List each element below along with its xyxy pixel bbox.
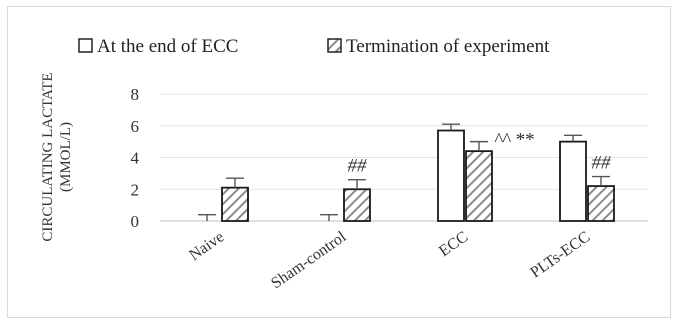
y-tick-label-4: 4 [131, 149, 140, 168]
annotations: ## ^^ ** ## [348, 130, 612, 177]
bar-naive-termination-of-experiment [221, 186, 249, 222]
category-label-sham-control: Sham-control [268, 228, 350, 292]
legend-label-end-of-ecc: At the end of ECC [97, 36, 238, 57]
y-tick-label-8: 8 [131, 85, 140, 104]
y-tick-labels: 0 2 4 6 8 [131, 85, 140, 231]
legend: At the end of ECC Termination of experim… [78, 36, 550, 57]
category-labels: Naive Sham-control ECC PLTs-ECC [186, 228, 593, 292]
annotation-ecc: ^^ ** [494, 130, 534, 151]
bars [221, 129, 615, 222]
bar-ecc-termination-of-experiment [465, 150, 493, 222]
category-label-plts-ecc: PLTs-ECC [527, 228, 593, 281]
bar-sham-control-termination-of-experiment [343, 188, 371, 222]
category-label-naive: Naive [186, 228, 227, 264]
bar-plts-ecc-at-the-end-of-ecc [559, 140, 587, 222]
y-axis-label-line-1: CIRCULATING LACTATE [40, 72, 56, 241]
y-tick-label-0: 0 [131, 212, 140, 231]
legend-label-termination: Termination of experiment [346, 36, 550, 57]
legend-swatch-termination [327, 38, 342, 53]
y-axis-label: CIRCULATING LACTATE (MMOL/L) [40, 72, 74, 241]
error-bars [198, 123, 610, 221]
y-axis-label-line-2: (MMOL/L) [58, 122, 74, 192]
category-label-ecc: ECC [436, 228, 471, 260]
annotation-plts-ecc: ## [592, 153, 612, 174]
legend-swatch-end-of-ecc [78, 38, 93, 53]
bar-ecc-at-the-end-of-ecc [437, 129, 465, 222]
y-tick-label-2: 2 [131, 180, 140, 199]
annotation-sham-control: ## [348, 156, 368, 177]
bar-plts-ecc-termination-of-experiment [587, 185, 615, 222]
y-tick-label-6: 6 [131, 117, 140, 136]
